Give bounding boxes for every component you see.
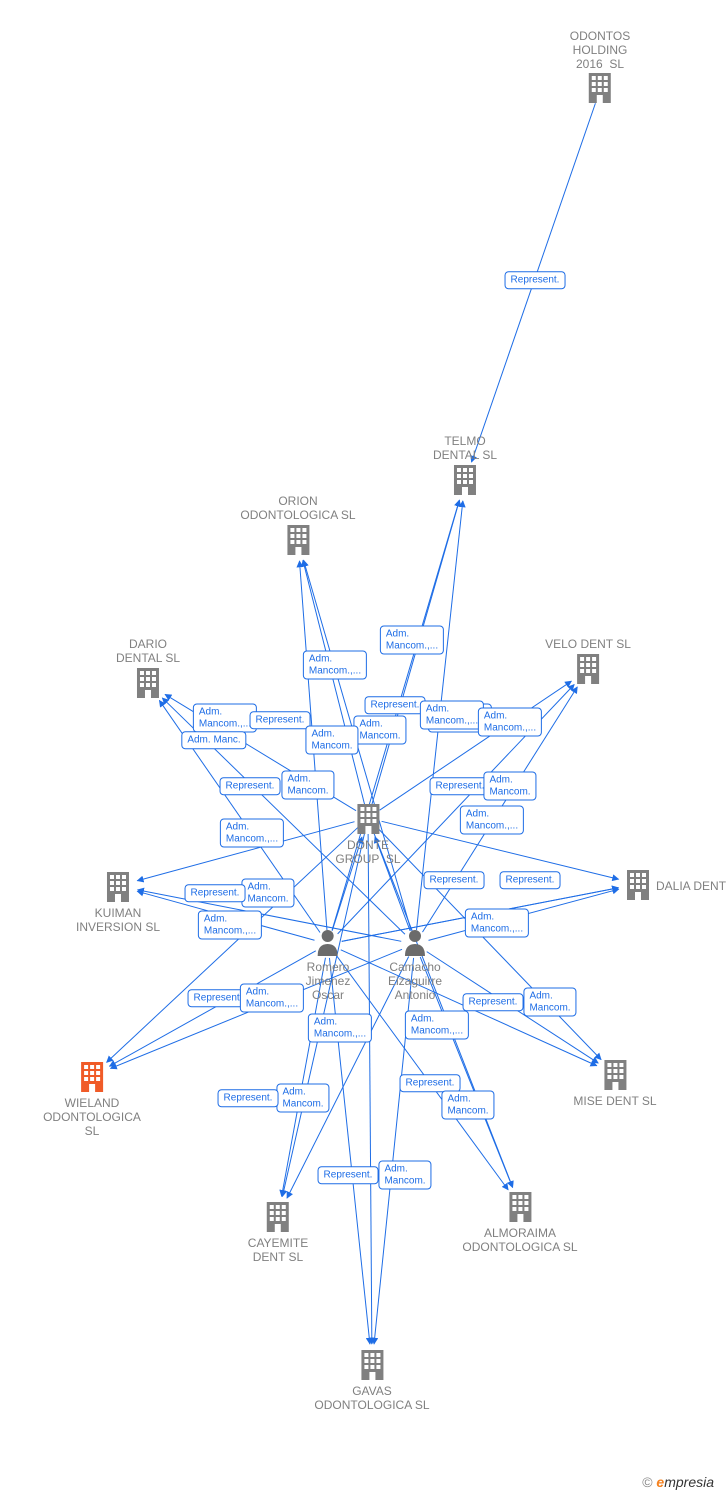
edge-label: Adm. Mancom.,... [405,1011,469,1040]
edge-layer [0,0,728,1500]
node-label: ALMORAIMA ODONTOLOGICA SL [462,1227,577,1255]
watermark: © empresia [642,1474,714,1490]
network-diagram: ODONTOS HOLDING 2016 SL TELMO DENTAL SL … [0,0,728,1500]
edge-label: Represent. [505,271,566,289]
company-icon [462,1190,577,1227]
edge-label: Adm. Mancom.,... [460,806,524,835]
edge-label: Adm. Mancom. [483,772,536,801]
company-node[interactable]: GAVAS ODONTOLOGICA SL [314,1348,429,1413]
edge-label: Represent. [318,1166,379,1184]
edge-label: Adm. Mancom.,... [465,909,529,938]
edge-label: Represent. [250,711,311,729]
edge-label: Represent. [424,871,485,889]
node-label: ODONTOS HOLDING 2016 SL [570,30,630,71]
edge-label: Represent. [430,777,491,795]
company-node[interactable]: MISE DENT SL [573,1058,656,1109]
edge-label: Represent. [220,777,281,795]
node-label: WIELAND ODONTOLOGICA SL [43,1097,141,1138]
edge-label: Adm. Mancom. [281,771,334,800]
node-label: KUIMAN INVERSION SL [76,907,160,935]
node-label: Romero Jimenez Oscar [306,961,351,1002]
company-icon [433,463,497,500]
company-icon [624,868,652,905]
edge-label: Represent. [400,1074,461,1092]
company-node[interactable]: ODONTOS HOLDING 2016 SL [570,30,630,108]
edge-label: Represent. [185,884,246,902]
edge-label: Adm. Mancom.,... [198,911,262,940]
company-node[interactable]: WIELAND ODONTOLOGICA SL [43,1060,141,1138]
brand-rest: mpresia [664,1474,714,1490]
node-label: DALIA DENT SL [656,880,728,894]
company-node[interactable]: DALIA DENT SL [624,868,728,905]
node-label: DARIO DENTAL SL [116,638,180,666]
edge-label: Adm. Mancom.,... [303,651,367,680]
company-node[interactable]: DONTE GROUP SL [335,802,400,867]
company-icon [573,1058,656,1095]
company-icon [240,523,355,560]
company-icon [545,652,631,689]
company-icon [248,1200,308,1237]
edge-label: Adm. Mancom.,... [478,708,542,737]
company-icon [570,71,630,108]
edge-label: Represent. [463,993,524,1011]
person-icon [306,928,351,961]
edge-label: Adm. Mancom. [276,1084,329,1113]
company-node[interactable]: DARIO DENTAL SL [116,638,180,703]
person-node[interactable]: Camacho Eizaguirre Antonio [388,928,442,1002]
edge [368,832,372,1344]
company-icon [43,1060,141,1097]
edge-label: Adm. Manc. [181,731,246,749]
edge-label: Represent. [365,696,426,714]
person-icon [388,928,442,961]
node-label: MISE DENT SL [573,1095,656,1109]
person-node[interactable]: Romero Jimenez Oscar [306,928,351,1002]
edge [303,560,365,804]
edge-label: Adm. Mancom.,... [308,1014,372,1043]
company-node[interactable]: CAYEMITE DENT SL [248,1200,308,1265]
node-label: Camacho Eizaguirre Antonio [388,961,442,1002]
node-label: VELO DENT SL [545,638,631,652]
node-label: ORION ODONTOLOGICA SL [240,495,355,523]
company-node[interactable]: KUIMAN INVERSION SL [76,870,160,935]
company-node[interactable]: ALMORAIMA ODONTOLOGICA SL [462,1190,577,1255]
copyright-symbol: © [642,1474,652,1490]
company-node[interactable]: TELMO DENTAL SL [433,435,497,500]
company-node[interactable]: VELO DENT SL [545,638,631,689]
company-icon [76,870,160,907]
edge-label: Represent. [218,1089,279,1107]
edge-label: Adm. Mancom. [441,1091,494,1120]
edge-label: Adm. Mancom.,... [240,984,304,1013]
edge-label: Adm. Mancom. [241,879,294,908]
edge-label: Adm. Mancom.,... [420,701,484,730]
edge-label: Adm. Mancom.,... [380,626,444,655]
node-label: CAYEMITE DENT SL [248,1237,308,1265]
node-label: GAVAS ODONTOLOGICA SL [314,1385,429,1413]
node-label: DONTE GROUP SL [335,839,400,867]
edge-label: Represent. [500,871,561,889]
edge-label: Adm. Mancom.,... [220,819,284,848]
company-icon [335,802,400,839]
edge-label: Adm. Mancom. [523,988,576,1017]
edge-label: Adm. Mancom. [378,1161,431,1190]
company-node[interactable]: ORION ODONTOLOGICA SL [240,495,355,560]
edge-label: Adm. Mancom. [353,716,406,745]
edge-label: Adm. Mancom. [305,726,358,755]
edge-label: Adm. Mancom.,... [193,704,257,733]
company-icon [116,666,180,703]
node-label: TELMO DENTAL SL [433,435,497,463]
company-icon [314,1348,429,1385]
